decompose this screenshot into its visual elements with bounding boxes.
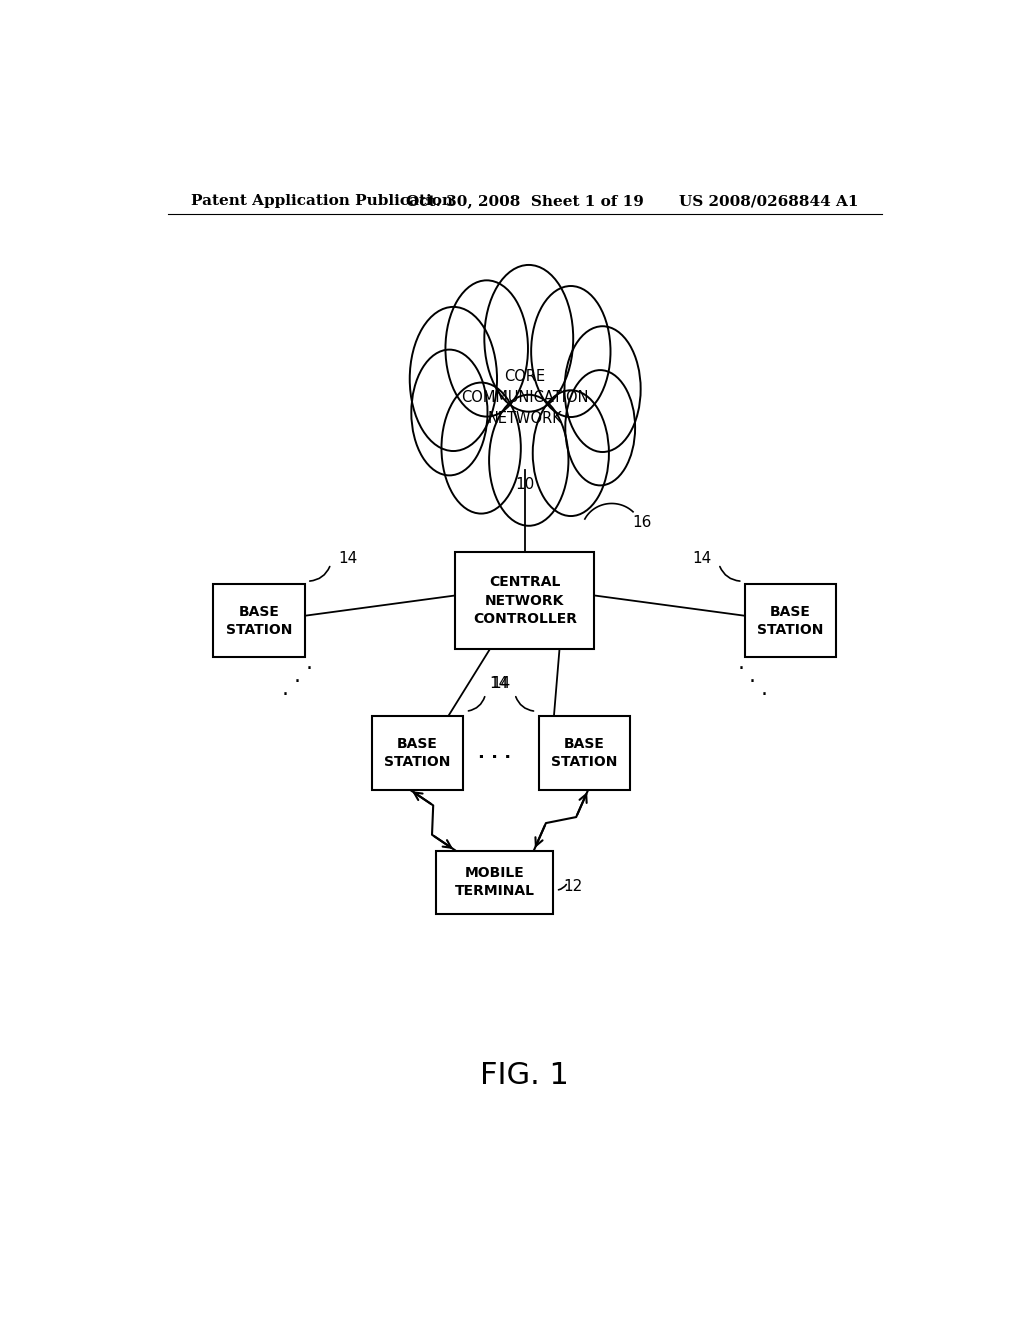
Ellipse shape <box>531 286 610 417</box>
Ellipse shape <box>445 280 528 417</box>
FancyBboxPatch shape <box>213 585 304 657</box>
Text: 16: 16 <box>633 515 651 529</box>
FancyBboxPatch shape <box>745 585 837 657</box>
Text: MOBILE
TERMINAL: MOBILE TERMINAL <box>455 866 535 899</box>
Ellipse shape <box>564 326 641 451</box>
Ellipse shape <box>410 306 497 451</box>
Text: 14: 14 <box>338 550 357 566</box>
Ellipse shape <box>441 383 521 513</box>
Text: CORE
COMMUNICATION
NETWORK: CORE COMMUNICATION NETWORK <box>461 368 589 426</box>
Text: ·: · <box>282 685 289 705</box>
FancyBboxPatch shape <box>456 552 594 649</box>
Text: ·: · <box>750 672 756 692</box>
Text: 12: 12 <box>563 879 582 894</box>
Text: US 2008/0268844 A1: US 2008/0268844 A1 <box>679 194 858 209</box>
Text: BASE
STATION: BASE STATION <box>551 737 617 770</box>
Text: 14: 14 <box>692 550 712 566</box>
Text: 14: 14 <box>492 676 510 690</box>
Text: BASE
STATION: BASE STATION <box>758 605 824 638</box>
Text: . . .: . . . <box>478 744 511 762</box>
Text: Oct. 30, 2008  Sheet 1 of 19: Oct. 30, 2008 Sheet 1 of 19 <box>406 194 644 209</box>
Ellipse shape <box>532 391 609 516</box>
Text: ·: · <box>761 685 768 705</box>
FancyBboxPatch shape <box>436 850 553 913</box>
Ellipse shape <box>437 342 612 474</box>
Ellipse shape <box>489 395 568 525</box>
FancyBboxPatch shape <box>372 717 463 789</box>
Text: ·: · <box>737 659 744 678</box>
Ellipse shape <box>412 350 487 475</box>
Text: ·: · <box>305 659 312 678</box>
Text: 10: 10 <box>515 477 535 491</box>
FancyBboxPatch shape <box>539 717 630 789</box>
Ellipse shape <box>565 370 635 486</box>
Text: 14: 14 <box>489 676 509 690</box>
Text: FIG. 1: FIG. 1 <box>480 1061 569 1090</box>
Ellipse shape <box>484 265 573 412</box>
Text: CENTRAL
NETWORK
CONTROLLER: CENTRAL NETWORK CONTROLLER <box>473 576 577 626</box>
Text: BASE
STATION: BASE STATION <box>384 737 451 770</box>
Text: BASE
STATION: BASE STATION <box>225 605 292 638</box>
Text: ·: · <box>294 672 300 692</box>
Text: Patent Application Publication: Patent Application Publication <box>191 194 454 209</box>
